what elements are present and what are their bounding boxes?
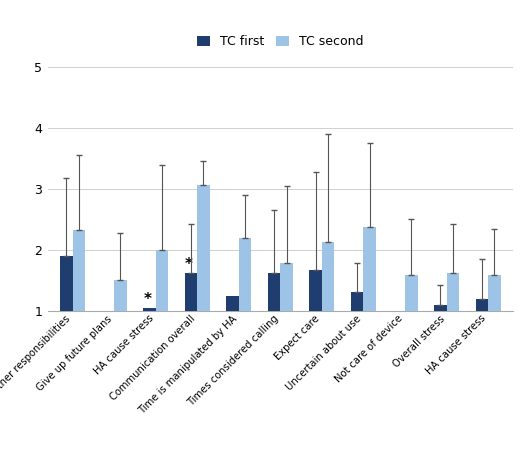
Bar bbox=[488, 276, 500, 311]
Bar bbox=[114, 280, 126, 311]
Bar bbox=[309, 270, 322, 311]
Text: *: * bbox=[143, 292, 151, 307]
Bar bbox=[322, 242, 334, 311]
Bar bbox=[446, 273, 459, 311]
Bar bbox=[280, 263, 293, 311]
Bar bbox=[363, 227, 376, 311]
Text: *: * bbox=[185, 257, 193, 272]
Bar bbox=[268, 273, 280, 311]
Bar bbox=[239, 238, 251, 311]
Bar bbox=[197, 185, 209, 311]
Legend: TC first, TC second: TC first, TC second bbox=[192, 30, 369, 53]
Bar bbox=[476, 298, 488, 311]
Bar bbox=[405, 276, 417, 311]
Bar bbox=[60, 256, 72, 311]
Bar bbox=[72, 230, 85, 311]
Bar bbox=[226, 296, 239, 311]
Bar bbox=[434, 305, 446, 311]
Bar bbox=[156, 250, 168, 311]
Bar bbox=[185, 273, 197, 311]
Bar bbox=[143, 308, 156, 311]
Bar bbox=[351, 292, 363, 311]
